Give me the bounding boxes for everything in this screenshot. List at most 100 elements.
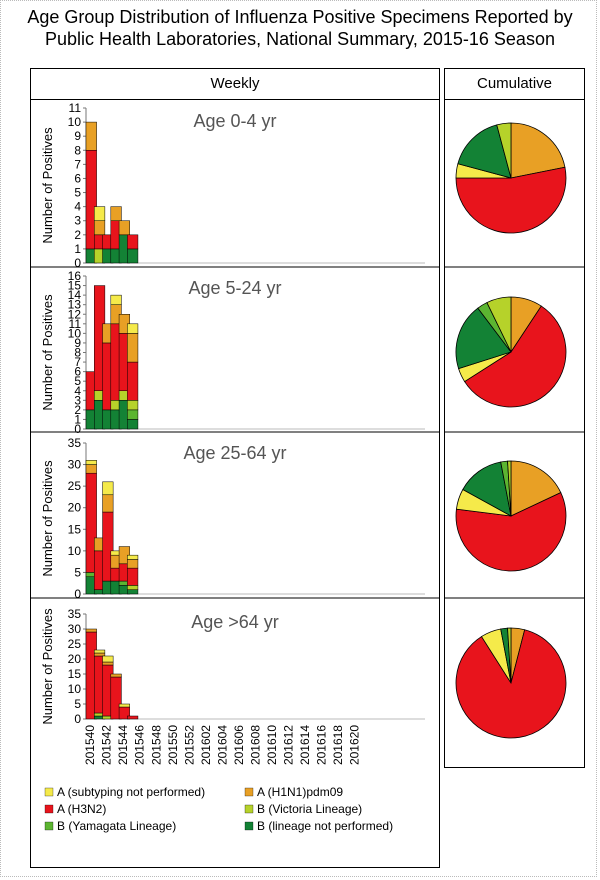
x-tick-label: 201608 [249,725,263,765]
legend-swatch [244,804,254,814]
legend-label: B (Yamagata Lineage) [57,819,176,833]
bar-segment-201541-a-h1n1-pdm09 [94,652,106,657]
y-tick-label: 5 [74,374,81,388]
x-tick-label: 201604 [215,725,229,765]
bar-segment-201544-a-h1n1-pdm09 [118,220,130,236]
pie-slice-a-h3n2- [455,492,567,572]
weekly-header-box [30,68,440,100]
legend-swatch [44,821,54,831]
x-tick-label: 201616 [315,725,329,765]
y-tick-label: 35 [68,436,82,450]
y-tick-label: 2 [74,228,81,242]
bar-segment-201541-a-h1n1-pdm09 [94,220,106,236]
bar-segment-201545-a-h3n2- [127,567,139,586]
y-tick-label: 10 [68,326,82,340]
bar-segment-201542-a-h1n1-pdm09 [102,494,114,513]
x-tick-label: 201542 [100,725,114,765]
y-tick-label: 13 [68,298,82,312]
y-tick-label: 16 [68,269,82,283]
y-tick-label: 8 [74,346,81,360]
bar-segment-201544-a-subtyping-not-performed- [118,703,130,708]
bar-segment-201540-a-h1n1-pdm09 [85,628,97,633]
pie-slice-a-h1n1-pdm09 [510,460,562,517]
y-tick-label: 30 [68,458,82,472]
bar-segment-201542-a-subtyping-not-performed- [102,655,114,663]
bar-segment-201545-b-lineage-not-performed- [127,589,139,595]
y-tick-label: 30 [68,622,82,636]
pie-slice-b-lineage-not-performed- [455,307,512,370]
x-tick-label: 201552 [182,725,196,765]
title-line-2: Public Health Laboratories, National Sum… [45,29,555,49]
bar-segment-201540-a-h1n1-pdm09 [85,121,97,151]
x-tick-label: 201550 [166,725,180,765]
x-tick-label: 201610 [265,725,279,765]
y-tick-label: 0 [74,587,81,601]
y-tick-label: 25 [68,479,82,493]
y-tick-label: 7 [74,355,81,369]
legend-label: A (H1N1)pdm09 [257,785,343,799]
x-tick-label: 201546 [133,725,147,765]
legend-swatch [244,787,254,797]
x-tick-label: 201606 [232,725,246,765]
bar-segment-201541-a-subtyping-not-performed- [94,649,106,654]
y-tick-label: 0 [74,422,81,436]
legend-swatch [44,804,54,814]
y-tick-label: 8 [74,143,81,157]
y-tick-label: 14 [68,288,82,302]
bar-segment-201545-b-yamagata-lineage- [127,409,139,420]
pie-slice-b-victoria-lineage- [486,296,512,353]
y-tick-label: 3 [74,214,81,228]
pie-slice-b-lineage-not-performed- [457,124,512,179]
bar-segment-201545-b-victoria-lineage- [127,400,139,411]
y-tick-label: 7 [74,157,81,171]
y-tick-label: 6 [74,171,81,185]
y-axis-label: Number of Positives [40,294,55,411]
legend-label: A (H3N2) [57,802,106,816]
pie-slice-a-h3n2- [464,305,567,408]
bar-segment-201542-a-h1n1-pdm09 [102,661,114,666]
bar-segment-201545-a-subtyping-not-performed- [127,323,139,334]
x-tick-label: 201620 [348,725,362,765]
bar-segment-201540-a-h1n1-pdm09 [85,464,97,474]
pie-slice-b-victoria-lineage- [507,460,512,517]
panel-title: Age 25-64 yr [183,443,286,463]
chart-title: Age Group Distribution of Influenza Posi… [0,6,600,50]
bar-segment-201543-a-h1n1-pdm09 [110,673,122,678]
y-tick-label: 0 [74,712,81,726]
y-tick-label: 5 [74,565,81,579]
bar-segment-201540-a-subtyping-not-performed- [85,460,97,465]
y-axis-label: Number of Positives [40,460,55,577]
pie-slice-b-victoria-lineage- [496,122,512,179]
legend-swatch [44,787,54,797]
pie-slice-b-victoria-lineage- [507,627,512,684]
bar-segment-201545-b-lineage-not-performed- [127,419,139,430]
y-tick-label: 10 [68,115,82,129]
bar-segment-201545-a-h1n1-pdm09 [127,333,139,363]
bar-segment-201543-a-subtyping-not-performed- [110,294,122,305]
bar-segment-201545-b-victoria-lineage- [127,585,139,590]
y-tick-label: 20 [68,501,82,515]
y-tick-label: 1 [74,412,81,426]
x-tick-label: 201612 [282,725,296,765]
x-tick-label: 201602 [199,725,213,765]
y-tick-label: 4 [74,384,81,398]
cumulative-header-box [444,68,585,100]
bar-segment-201545-a-h3n2- [127,361,139,401]
y-tick-label: 0 [74,256,81,270]
y-tick-label: 6 [74,365,81,379]
y-tick-label: 2 [74,403,81,417]
y-axis-label: Number of Positives [40,608,55,725]
pie-slice-a-h1n1-pdm09 [510,122,566,179]
y-tick-label: 15 [68,522,82,536]
x-tick-label: 201540 [83,725,97,765]
panel-title: Age 5-24 yr [188,278,281,298]
y-tick-label: 10 [68,544,82,558]
x-tick-label: 201544 [116,725,130,765]
y-tick-label: 15 [68,667,82,681]
y-tick-label: 20 [68,652,82,666]
bar-segment-201545-a-h3n2- [127,234,139,250]
x-tick-label: 201618 [331,725,345,765]
title-line-1: Age Group Distribution of Influenza Posi… [27,7,573,27]
